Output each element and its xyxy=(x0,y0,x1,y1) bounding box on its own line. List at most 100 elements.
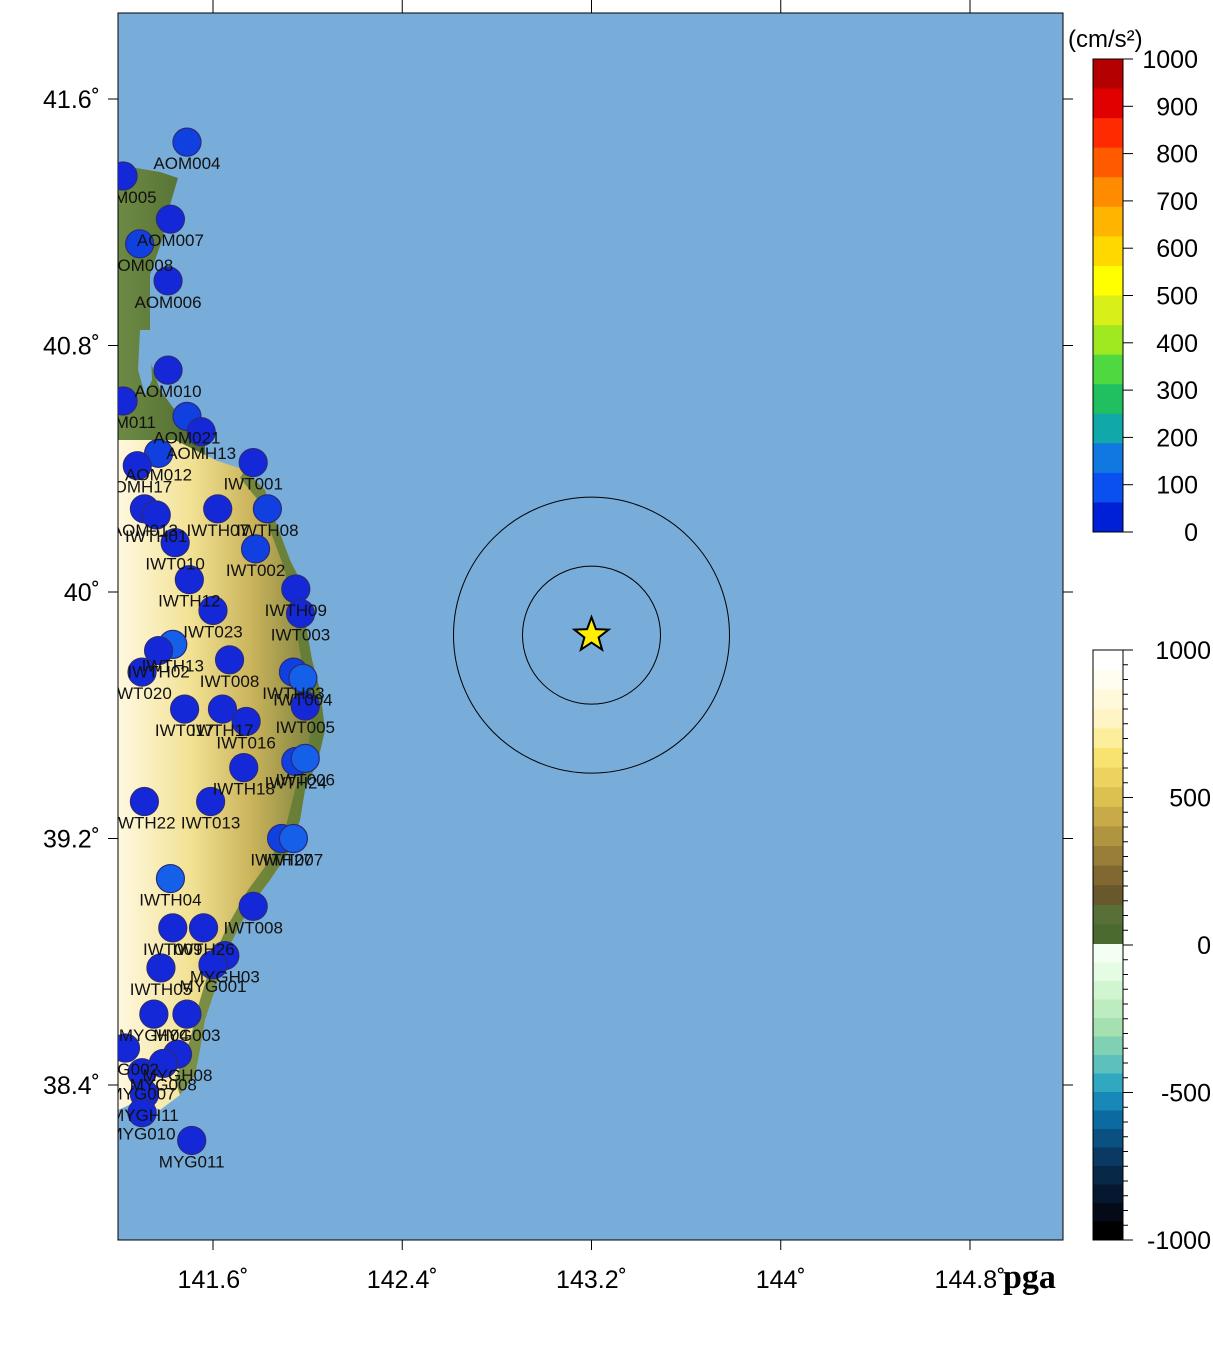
station-labels: AOM004 AOM005 AOM007 AOM008 AOM006 AOM010 AOM0… xyxy=(90,154,335,1171)
pga-colorbar-label: 800 xyxy=(1156,141,1198,169)
elevation-colorbar-segment xyxy=(1093,1166,1123,1185)
station-marker[interactable] xyxy=(278,823,309,854)
station-marker[interactable] xyxy=(111,1033,141,1063)
elevation-colorbar-label: 500 xyxy=(1169,785,1211,813)
station-label: AOM012 xyxy=(125,465,192,484)
station-label: IWT003 xyxy=(271,626,331,645)
station-marker[interactable] xyxy=(146,953,176,983)
station-marker[interactable] xyxy=(285,598,316,629)
pga-colorbar-segment xyxy=(1093,325,1123,356)
y-tick-label: 40.8˚ xyxy=(43,333,100,361)
station-marker[interactable] xyxy=(127,657,157,687)
station-label: AOMH17 xyxy=(102,478,172,497)
station-marker[interactable] xyxy=(231,706,261,737)
elevation-colorbar-segment xyxy=(1093,669,1123,690)
station-marker[interactable] xyxy=(155,863,186,894)
station-label: MYGH11 xyxy=(110,1106,179,1125)
star-icon xyxy=(571,614,612,653)
station-marker[interactable] xyxy=(155,204,186,234)
station-label: MYGH03 xyxy=(190,968,260,987)
station-marker[interactable] xyxy=(203,494,233,524)
elevation-colorbar-segment xyxy=(1093,1147,1123,1167)
station-marker[interactable] xyxy=(172,999,202,1029)
epicenter-ring-outer xyxy=(453,496,730,774)
station-marker[interactable] xyxy=(196,786,226,817)
elevation-colorbar-segment xyxy=(1093,767,1123,788)
station-marker[interactable] xyxy=(238,447,268,478)
x-tick-label: 142.4˚ xyxy=(367,1266,438,1294)
colorbar-unit-label: (cm/s²) xyxy=(1068,26,1143,53)
station-label: IWTH07 xyxy=(187,521,249,540)
station-marker[interactable] xyxy=(229,753,259,783)
pga-colorbar-label: 600 xyxy=(1156,235,1198,263)
station-marker[interactable] xyxy=(186,417,216,447)
station-marker[interactable] xyxy=(153,355,183,385)
station-marker[interactable] xyxy=(143,635,174,666)
epicenter-ring-inner xyxy=(522,565,661,705)
station-label: AOM013 xyxy=(111,521,178,540)
station-label: IWTH13 xyxy=(142,656,204,675)
station-marker[interactable] xyxy=(160,528,190,558)
station-marker[interactable] xyxy=(148,1048,178,1079)
station-marker[interactable] xyxy=(290,691,320,721)
station-marker[interactable] xyxy=(281,574,311,604)
station-label: MYG011 xyxy=(159,1152,225,1171)
elevation-colorbar-segment xyxy=(1093,826,1123,847)
station-marker[interactable] xyxy=(153,266,183,296)
pga-colorbar-segment xyxy=(1093,88,1123,119)
station-marker[interactable] xyxy=(122,451,152,481)
station-marker[interactable] xyxy=(129,786,159,817)
station-label: IWTH12 xyxy=(158,592,220,611)
station-marker[interactable] xyxy=(214,645,245,675)
elevation-colorbar-segment xyxy=(1093,650,1123,671)
station-label: IWT007 xyxy=(264,851,324,870)
station-marker[interactable] xyxy=(240,534,271,564)
station-marker[interactable] xyxy=(158,913,188,943)
station-label: MYG010 xyxy=(108,1125,175,1144)
elevation-colorbar-segment xyxy=(1093,944,1123,963)
elevation-colorbar-segment xyxy=(1093,904,1123,925)
station-marker[interactable] xyxy=(141,500,171,530)
station-label: IWT008 xyxy=(223,918,283,937)
elevation-colorbar-segment xyxy=(1093,999,1123,1019)
pga-colorbar-segment xyxy=(1093,236,1123,267)
station-label: IWTH08 xyxy=(236,521,298,540)
elevation-colorbar-segment xyxy=(1093,1018,1123,1037)
station-label: MYG001 xyxy=(179,977,246,996)
station-label: IWT004 xyxy=(273,690,333,709)
pga-colorbar-segment xyxy=(1093,147,1123,178)
elevation-colorbar-segment xyxy=(1093,981,1123,1000)
station-circles xyxy=(109,127,320,1156)
station-marker[interactable] xyxy=(125,229,155,259)
station-label: IWTH02 xyxy=(127,663,189,682)
station-marker[interactable] xyxy=(177,1125,207,1156)
station-label: AOM010 xyxy=(135,382,202,401)
station-marker[interactable] xyxy=(139,999,169,1029)
station-label: MYGH08 xyxy=(143,1066,213,1085)
elevation-colorbar-segment xyxy=(1093,728,1123,749)
station-marker[interactable] xyxy=(172,127,202,157)
station-marker[interactable] xyxy=(198,950,228,980)
station-marker[interactable] xyxy=(238,891,268,921)
pga-colorbar-segment xyxy=(1093,502,1123,533)
station-label: IWTH22 xyxy=(113,814,175,833)
station-marker[interactable] xyxy=(109,386,138,416)
station-label: IWTH17 xyxy=(191,721,253,740)
map-frame xyxy=(117,12,1064,1241)
station-label: IWTH24 xyxy=(265,773,327,792)
station-label: IWT017 xyxy=(155,721,215,740)
station-marker[interactable] xyxy=(290,743,320,773)
station-marker[interactable] xyxy=(170,694,200,724)
pga-colorbar-label: 900 xyxy=(1156,93,1198,121)
station-label: AOM011 xyxy=(90,413,156,432)
elevation-colorbar-segment xyxy=(1093,1073,1123,1093)
pga-colorbar-segment xyxy=(1093,413,1123,444)
station-marker[interactable] xyxy=(127,1098,157,1128)
station-marker[interactable] xyxy=(252,494,283,524)
y-tick-label: 39.2˚ xyxy=(43,826,100,854)
station-marker[interactable] xyxy=(198,595,228,626)
station-marker[interactable] xyxy=(109,161,138,191)
station-marker[interactable] xyxy=(174,565,204,595)
station-marker[interactable] xyxy=(188,913,219,943)
station-marker[interactable] xyxy=(207,694,238,724)
